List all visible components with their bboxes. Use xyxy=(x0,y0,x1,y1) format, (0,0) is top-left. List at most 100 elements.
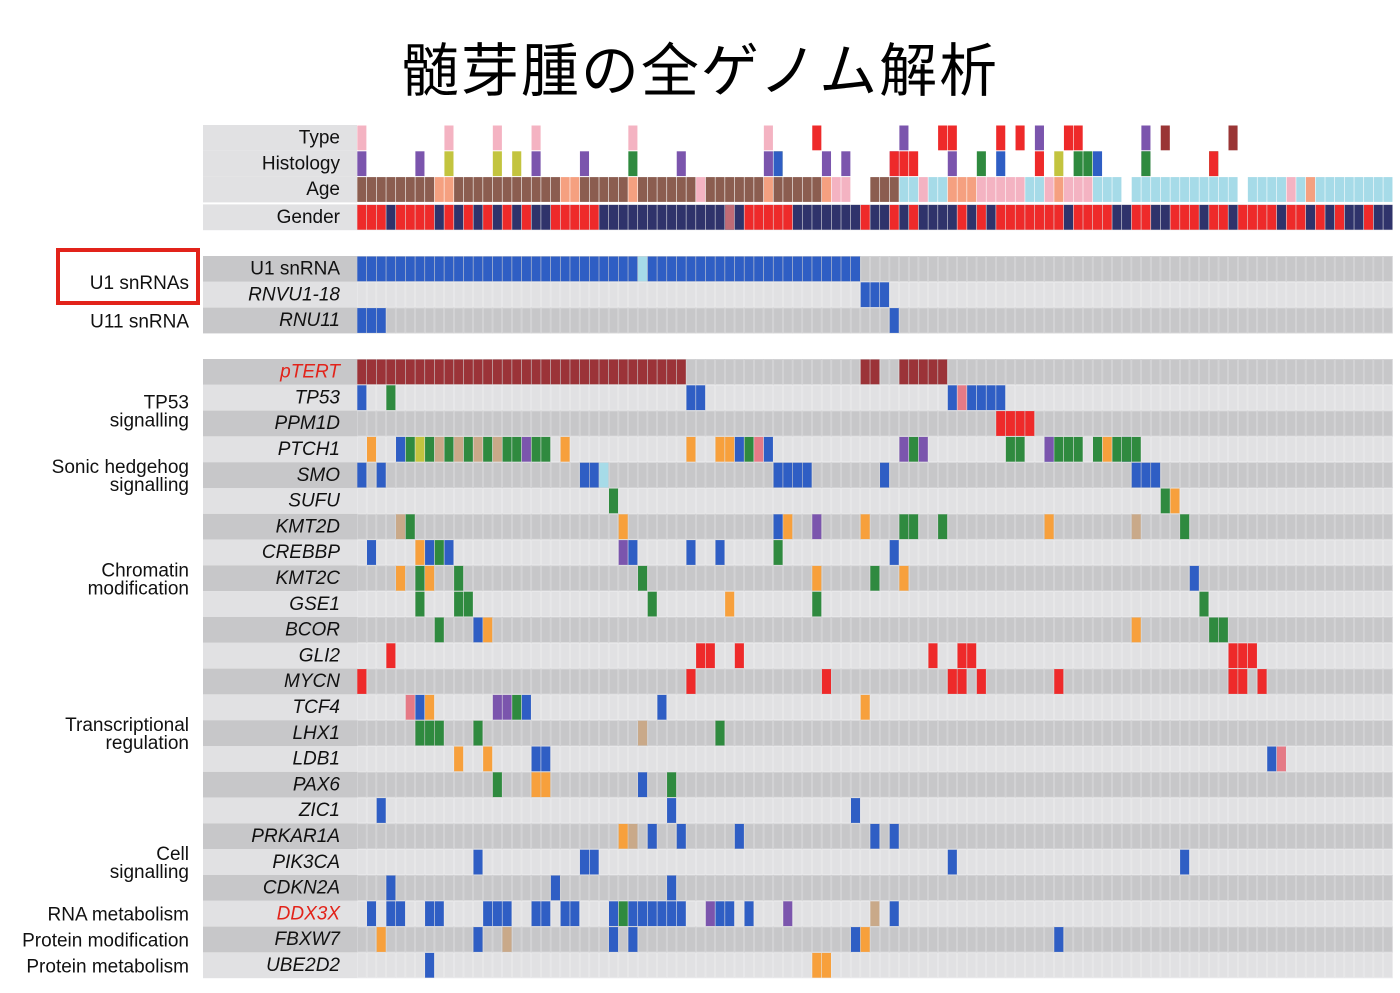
grid-cell xyxy=(947,307,957,334)
grid-cell xyxy=(1170,668,1180,695)
grid-cell xyxy=(550,307,561,334)
grid-cell xyxy=(1102,462,1112,488)
grid-cell xyxy=(734,668,745,695)
alteration-cell xyxy=(376,462,386,488)
grid-cell xyxy=(996,720,1006,746)
grid-cell xyxy=(1015,384,1025,411)
grid-cell xyxy=(1373,617,1383,643)
alteration-cell xyxy=(812,177,822,202)
grid-cell xyxy=(773,900,783,927)
alteration-cell xyxy=(1257,204,1267,230)
alteration-cell xyxy=(947,151,957,177)
grid-cell xyxy=(1257,642,1267,669)
alteration-cell xyxy=(570,204,580,230)
grid-cell xyxy=(783,642,793,669)
alteration-cell xyxy=(1083,151,1093,177)
grid-cell xyxy=(908,849,919,875)
grid-cell xyxy=(851,151,860,176)
grid-cell xyxy=(1025,771,1035,798)
alteration-cell xyxy=(454,565,464,591)
grid-cell xyxy=(560,823,570,850)
grid-cell xyxy=(1296,256,1306,282)
grid-cell xyxy=(686,746,696,772)
gene-label: pTERT xyxy=(279,362,341,383)
grid-cell xyxy=(512,307,522,334)
grid-cell xyxy=(386,539,396,566)
grid-cell xyxy=(744,307,754,334)
grid-cell xyxy=(599,436,609,462)
grid-cell xyxy=(1121,513,1132,540)
grid-cell xyxy=(928,823,938,850)
grid-cell xyxy=(715,875,725,901)
grid-cell xyxy=(405,591,415,617)
grid-cell xyxy=(1334,746,1345,772)
alteration-cell xyxy=(686,540,696,565)
grid-cell xyxy=(1015,359,1025,385)
grid-cell xyxy=(579,952,590,979)
grid-cell xyxy=(725,617,735,643)
alteration-cell xyxy=(628,901,638,927)
grid-cell xyxy=(473,952,483,979)
grid-cell xyxy=(599,771,609,798)
grid-cell xyxy=(570,513,580,540)
grid-cell xyxy=(792,513,803,540)
grid-cell xyxy=(976,539,987,566)
grid-cell xyxy=(725,462,735,488)
grid-cell xyxy=(579,875,590,901)
grid-cell xyxy=(1373,642,1383,669)
alteration-cell xyxy=(841,177,851,202)
grid-cell xyxy=(1025,307,1035,334)
grid-cell xyxy=(599,926,609,953)
grid-cell xyxy=(599,694,609,721)
grid-cell xyxy=(637,513,648,540)
grid-cell xyxy=(473,823,483,850)
grid-cell xyxy=(434,694,444,721)
alteration-cell xyxy=(744,256,754,282)
alteration-cell xyxy=(899,359,909,385)
alteration-cell xyxy=(705,256,715,282)
alteration-cell xyxy=(589,359,599,385)
grid-cell xyxy=(424,823,435,850)
grid-cell xyxy=(1354,823,1364,850)
grid-cell xyxy=(715,746,725,772)
alteration-cell xyxy=(938,177,948,202)
grid-cell xyxy=(560,746,570,772)
grid-cell xyxy=(1063,410,1074,437)
grid-cell xyxy=(802,771,812,798)
grid-cell xyxy=(870,617,880,643)
grid-cell xyxy=(1034,359,1045,385)
grid-cell xyxy=(473,694,483,721)
row-zic1: ZIC1 xyxy=(203,797,1393,824)
alteration-cell xyxy=(366,256,377,282)
grid-cell xyxy=(599,565,609,592)
grid-cell xyxy=(1160,617,1170,643)
grid-cell xyxy=(1257,384,1267,411)
grid-cell xyxy=(947,875,957,901)
grid-cell xyxy=(1229,151,1238,176)
grid-cell xyxy=(657,720,667,746)
grid-cell xyxy=(1189,900,1199,927)
grid-cell xyxy=(1228,410,1238,437)
grid-cell xyxy=(841,488,851,514)
grid-cell xyxy=(1063,849,1074,875)
grid-cell xyxy=(492,488,502,514)
grid-cell xyxy=(1276,410,1287,437)
alteration-cell xyxy=(976,204,986,230)
grid-cell xyxy=(1218,591,1229,617)
grid-cell xyxy=(1113,151,1122,176)
grid-cell xyxy=(773,797,783,824)
grid-cell xyxy=(396,126,405,151)
alteration-cell xyxy=(1305,204,1316,230)
grid-cell xyxy=(1005,926,1016,953)
grid-cell xyxy=(831,746,841,772)
row-rnu11: RNU11 xyxy=(203,307,1393,334)
grid-cell xyxy=(735,126,744,151)
grid-cell xyxy=(405,281,415,308)
grid-cell xyxy=(1121,823,1132,850)
grid-cell xyxy=(434,746,444,772)
grid-cell xyxy=(1344,642,1354,669)
grid-cell xyxy=(405,642,415,669)
alteration-cell xyxy=(1257,669,1267,694)
grid-cell xyxy=(492,797,502,824)
alteration-cell xyxy=(492,151,502,177)
